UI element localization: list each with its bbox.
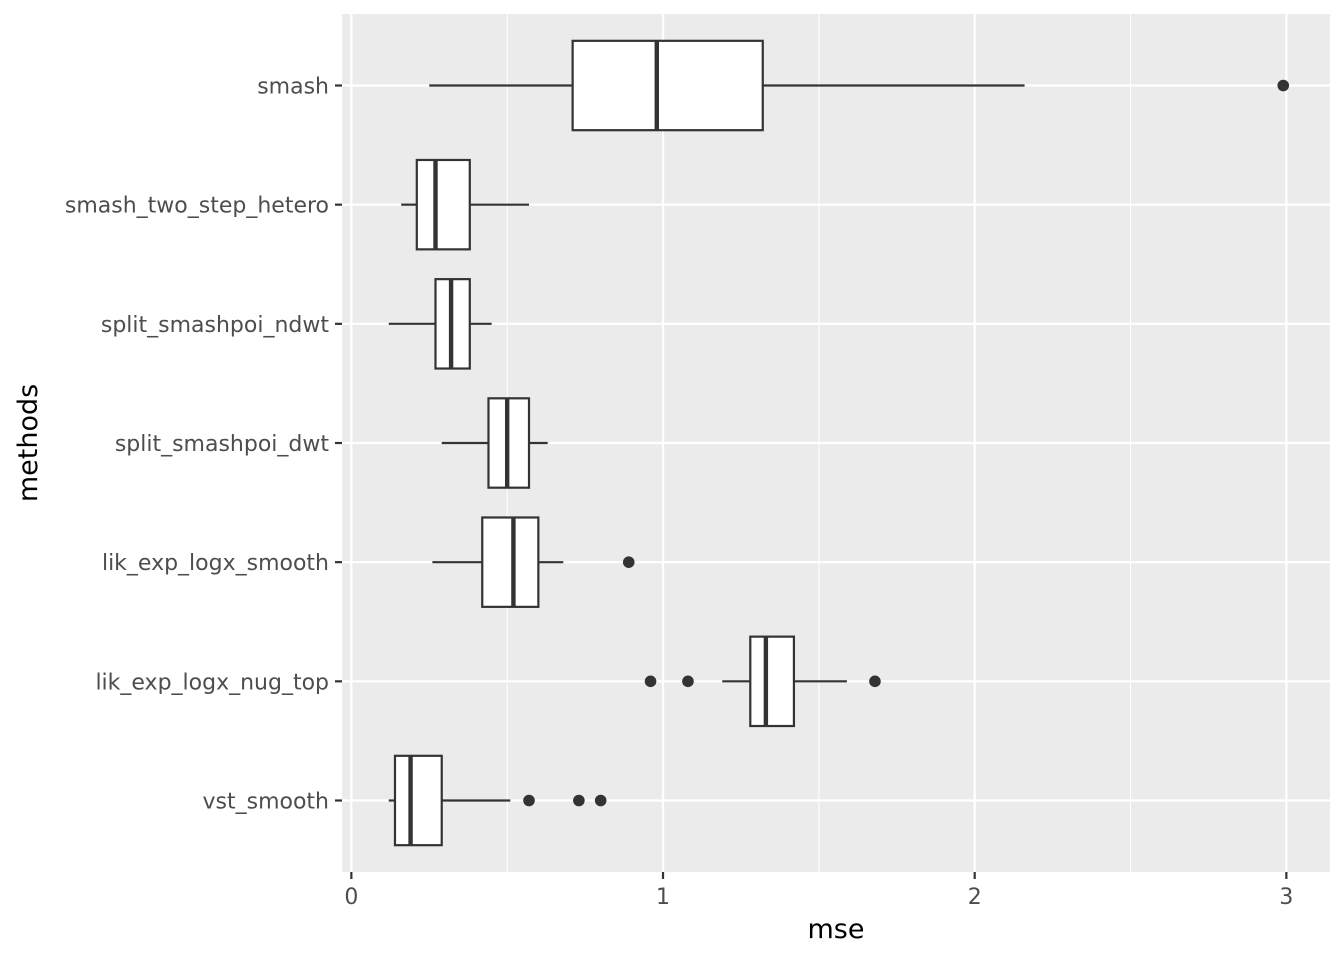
- y-tick-label: vst_smooth: [203, 790, 330, 815]
- outlier-point: [869, 675, 881, 688]
- y-axis-title: methods: [13, 384, 44, 502]
- box-group-smash_two_step_hetero: [401, 158, 530, 251]
- outlier-point: [682, 675, 694, 688]
- x-axis: 0 1 2 3: [344, 872, 1293, 910]
- box-iqr: [749, 635, 796, 728]
- x-tick-label: 2: [968, 885, 982, 910]
- box-group-lik_exp_logx_nug_top: [644, 635, 881, 728]
- y-tick-label: split_smashpoi_dwt: [115, 432, 330, 457]
- y-tick-label: smash: [257, 75, 329, 100]
- box-iqr: [571, 39, 764, 132]
- y-tick-label: lik_exp_logx_nug_top: [95, 670, 329, 695]
- box-group-vst_smooth: [388, 754, 607, 847]
- outlier-point: [622, 556, 635, 568]
- y-tick-label: lik_exp_logx_smooth: [102, 551, 329, 576]
- box-iqr: [393, 754, 443, 847]
- outlier-point: [573, 794, 585, 807]
- box-group-lik_exp_logx_smooth: [432, 516, 635, 608]
- box-group-split_smashpoi_dwt: [441, 397, 548, 489]
- y-axis: smash smash_two_step_hetero split_smashpoi…: [65, 75, 342, 815]
- x-tick-label: 0: [344, 885, 358, 910]
- x-tick-label: 3: [1279, 885, 1293, 910]
- outlier-point: [1277, 79, 1290, 92]
- box-iqr: [481, 516, 540, 608]
- boxes-layer: [388, 39, 1290, 847]
- outlier-point: [523, 794, 535, 807]
- box-iqr: [415, 158, 471, 251]
- x-axis-title: mse: [808, 914, 865, 945]
- box-group-smash: [429, 39, 1290, 132]
- outlier-point: [594, 794, 607, 807]
- outlier-point: [644, 675, 657, 688]
- y-tick-label: split_smashpoi_ndwt: [101, 313, 329, 338]
- box-group-split_smashpoi_ndwt: [388, 278, 492, 370]
- y-tick-label: smash_two_step_hetero: [65, 194, 329, 219]
- x-tick-label: 1: [656, 885, 670, 910]
